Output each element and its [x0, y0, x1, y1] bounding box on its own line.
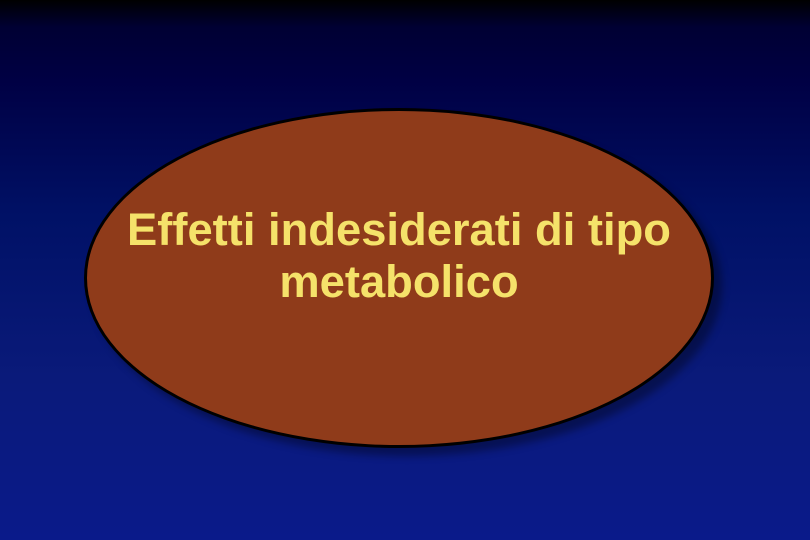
- ellipse-text-line2: metabolico: [279, 256, 518, 307]
- slide-background: Effetti indesiderati di tipo metabolico: [0, 0, 810, 540]
- ellipse-text: Effetti indesiderati di tipo metabolico: [127, 204, 671, 308]
- ellipse-text-line1: Effetti indesiderati di tipo: [127, 204, 671, 255]
- title-ellipse: Effetti indesiderati di tipo metabolico: [84, 108, 714, 448]
